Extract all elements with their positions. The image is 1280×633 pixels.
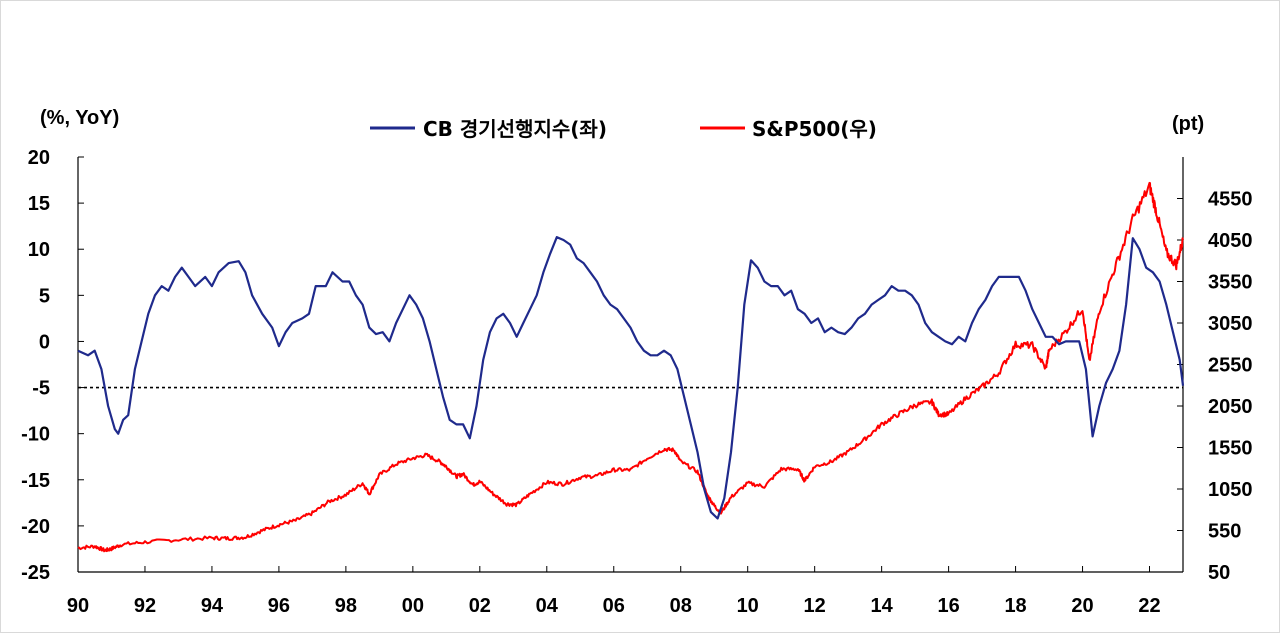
- axes: 20151050-5-10-15-20-25455040503550305025…: [21, 147, 1252, 617]
- x-tick-label: 90: [67, 595, 89, 617]
- x-tick-label: 06: [603, 595, 625, 617]
- x-tick-label: 20: [1071, 595, 1093, 617]
- right-tick-label: 550: [1208, 521, 1241, 543]
- x-tick-label: 22: [1138, 595, 1160, 617]
- x-tick-label: 10: [737, 595, 759, 617]
- left-tick-label: -5: [32, 378, 50, 400]
- left-axis-unit: (%, YoY): [40, 107, 119, 129]
- right-tick-label: 3050: [1208, 313, 1253, 335]
- right-tick-label: 2050: [1208, 396, 1253, 418]
- series-line-sp500: [77, 181, 1184, 553]
- right-tick-label: 2550: [1208, 355, 1253, 377]
- right-axis-unit: (pt): [1172, 113, 1204, 135]
- x-tick-label: 00: [402, 595, 424, 617]
- x-tick-label: 04: [536, 595, 559, 617]
- legend-label-cb-lei: CB 경기선행지수(좌): [423, 117, 607, 141]
- left-tick-label: -20: [21, 516, 50, 538]
- legend: CB 경기선행지수(좌) S&P500(우): [370, 117, 877, 141]
- left-tick-label: -15: [21, 470, 50, 492]
- x-tick-label: 94: [201, 595, 224, 617]
- left-tick-label: -10: [21, 424, 50, 446]
- left-tick-label: 20: [28, 147, 50, 169]
- x-tick-label: 16: [937, 595, 959, 617]
- right-tick-label: 4050: [1208, 230, 1253, 252]
- x-tick-label: 92: [134, 595, 156, 617]
- right-tick-label: 3550: [1208, 272, 1253, 294]
- legend-label-sp500: S&P500(우): [752, 117, 877, 141]
- right-tick-label: 1050: [1208, 479, 1253, 501]
- series-lines: [77, 181, 1185, 553]
- left-tick-label: 0: [39, 331, 50, 353]
- right-tick-label: 50: [1208, 562, 1230, 584]
- x-tick-label: 14: [871, 595, 894, 617]
- x-tick-label: 18: [1004, 595, 1026, 617]
- x-tick-label: 96: [268, 595, 290, 617]
- left-tick-label: 15: [28, 193, 50, 215]
- x-tick-label: 12: [804, 595, 826, 617]
- x-tick-label: 08: [670, 595, 692, 617]
- x-tick-label: 02: [469, 595, 491, 617]
- left-tick-label: 10: [28, 239, 50, 261]
- left-tick-label: -25: [21, 562, 50, 584]
- left-tick-label: 5: [39, 285, 50, 307]
- x-tick-label: 98: [335, 595, 357, 617]
- right-tick-label: 4550: [1208, 189, 1253, 211]
- series-line-cb-lei: [77, 236, 1185, 520]
- right-tick-label: 1550: [1208, 438, 1253, 460]
